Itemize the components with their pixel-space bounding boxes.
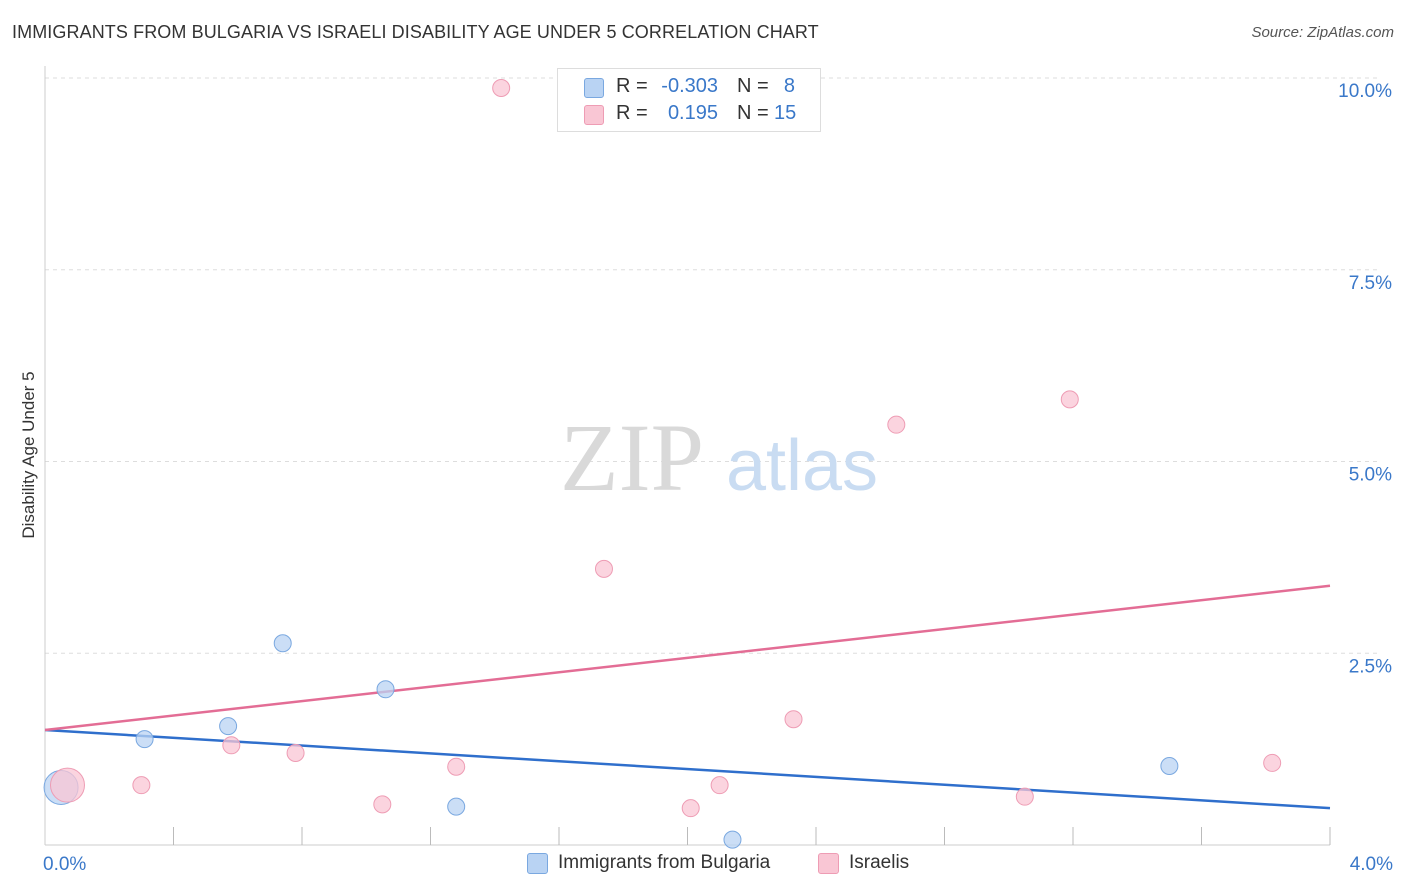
legend-r-label: R =: [616, 102, 648, 124]
y-tick-label: 7.5%: [1349, 273, 1392, 294]
chart-title: IMMIGRANTS FROM BULGARIA VS ISRAELI DISA…: [12, 22, 819, 42]
trend-line-pink: [44, 584, 1331, 732]
x-tick-label: 0.0%: [43, 854, 86, 875]
data-point-blue: [447, 797, 466, 816]
data-point-pink: [681, 799, 700, 818]
tick-labels: 2.5% 5.0% 7.5% 10.0% 0.0% 4.0%: [43, 81, 1393, 875]
series-swatch-blue: [527, 853, 548, 874]
legend-swatch-pink: [584, 105, 604, 125]
y-tick-label: 5.0%: [1349, 465, 1392, 486]
data-point-pink: [710, 776, 729, 795]
data-point-pink: [447, 757, 466, 776]
data-point-pink: [1060, 390, 1079, 409]
legend-r-label: R =: [616, 75, 648, 97]
data-points: [43, 78, 1282, 849]
data-point-pink: [49, 767, 85, 803]
legend-n-label: N =: [737, 102, 769, 124]
legend-r-value: 0.195: [667, 102, 718, 124]
axes: [44, 66, 1331, 846]
data-point-pink: [286, 743, 305, 762]
watermark-atlas: atlas: [726, 426, 878, 506]
data-point-pink: [373, 795, 392, 814]
legend-n-value: 8: [783, 75, 795, 97]
data-point-blue: [723, 830, 742, 849]
data-point-blue: [219, 717, 238, 736]
y-tick-label: 2.5%: [1349, 656, 1392, 677]
series-label-israelis: Israelis: [849, 852, 910, 873]
data-point-pink: [132, 776, 151, 795]
data-point-blue: [273, 634, 292, 653]
x-tick-label: 4.0%: [1350, 854, 1393, 875]
legend-n-label: N =: [737, 75, 769, 97]
data-point-blue: [1160, 756, 1179, 775]
data-point-pink: [784, 710, 803, 729]
series-legend: Immigrants from Bulgaria Israelis: [0, 852, 1406, 876]
watermark: ZIP atlas: [560, 404, 878, 511]
source-label: Source: ZipAtlas.com: [1251, 24, 1394, 41]
data-point-blue: [376, 680, 395, 699]
data-point-pink: [887, 415, 906, 434]
y-tick-label: 10.0%: [1338, 81, 1392, 102]
legend-row-bulgaria: R = -0.303 N = 8: [558, 75, 820, 101]
y-axis-label: Disability Age Under 5: [19, 371, 38, 538]
legend-n-value: 15: [774, 102, 797, 124]
data-point-pink: [222, 736, 241, 755]
legend-swatch-blue: [584, 78, 604, 98]
series-swatch-pink: [818, 853, 839, 874]
legend-row-israelis: R = 0.195 N = 15: [558, 102, 820, 128]
data-point-pink: [1015, 787, 1034, 806]
legend-r-value: -0.303: [661, 75, 718, 97]
data-point-pink: [492, 78, 511, 97]
trend-line-blue: [44, 728, 1331, 810]
data-point-blue: [135, 730, 154, 749]
watermark-zip: ZIP: [560, 404, 704, 511]
trend-lines: [44, 584, 1331, 810]
data-point-pink: [594, 559, 613, 578]
grid-lines: [45, 77, 1380, 654]
data-point-pink: [1263, 753, 1282, 772]
stats-legend: R = -0.303 N = 8 R = 0.195 N = 15: [557, 68, 821, 132]
series-label-bulgaria: Immigrants from Bulgaria: [558, 852, 771, 873]
